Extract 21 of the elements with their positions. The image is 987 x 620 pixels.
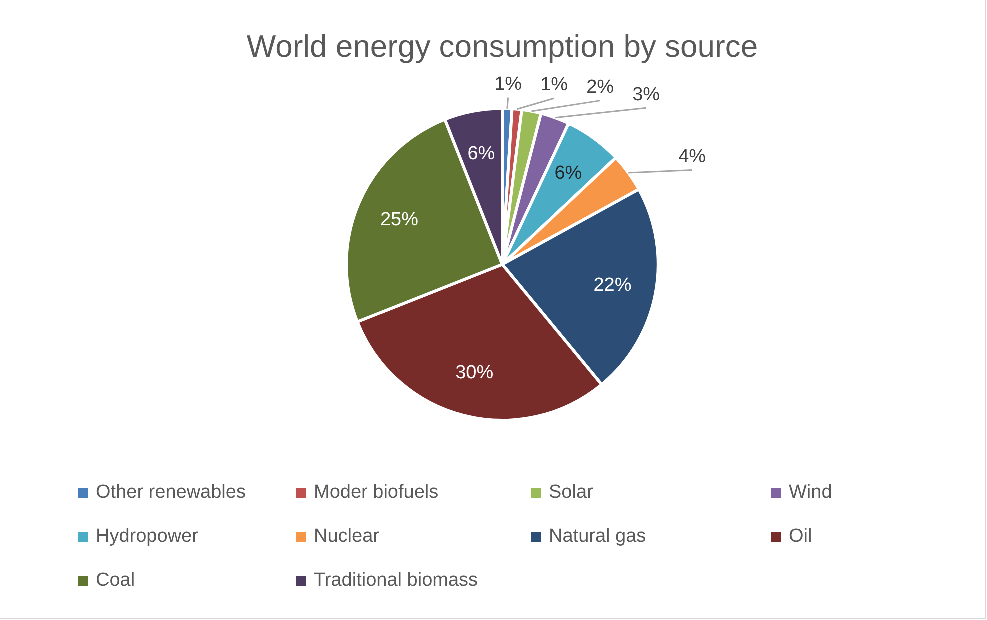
data-label: 6% — [554, 163, 582, 184]
legend-label: Wind — [788, 482, 834, 504]
legend-label: Hydropower — [95, 526, 200, 548]
data-label: 1% — [540, 74, 568, 96]
data-label: 6% — [468, 144, 496, 165]
legend-label: Nuclear — [313, 526, 380, 548]
legend-label: Natural gas — [548, 526, 648, 548]
data-label: 4% — [678, 146, 706, 168]
legend-label: Moder biofuels — [313, 482, 440, 504]
data-label: 25% — [380, 209, 419, 230]
data-label: 1% — [494, 74, 522, 96]
data-label: 3% — [632, 84, 660, 106]
legend-label: Traditional biomass — [313, 570, 480, 592]
chart-title: World energy consumption by source — [246, 29, 758, 64]
legend-label: Oil — [788, 526, 814, 548]
legend-label: Other renewables — [95, 482, 247, 504]
data-label: 2% — [586, 77, 614, 98]
legend-label: Coal — [95, 570, 136, 592]
legend-label: Solar — [548, 482, 594, 504]
data-label: 22% — [594, 274, 632, 296]
data-label: 30% — [456, 362, 494, 384]
